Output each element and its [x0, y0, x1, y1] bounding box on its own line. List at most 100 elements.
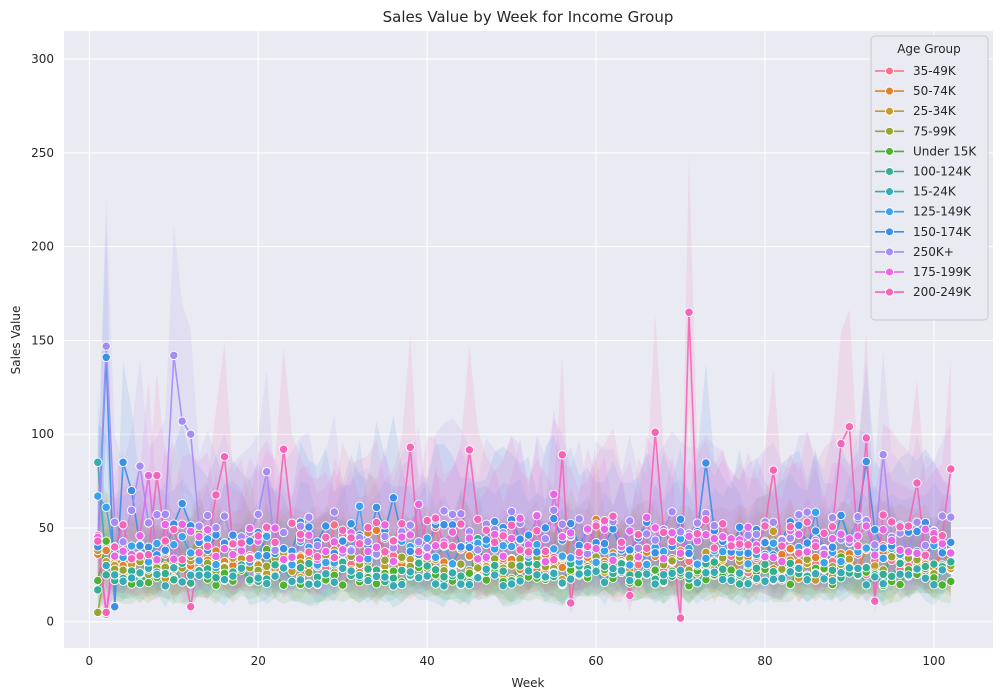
- data-point: [347, 547, 355, 555]
- data-point: [735, 580, 743, 588]
- data-point: [550, 506, 558, 514]
- data-point: [237, 564, 245, 572]
- data-point: [102, 537, 110, 545]
- data-point: [398, 580, 406, 588]
- data-point: [879, 544, 887, 552]
- data-point: [465, 534, 473, 542]
- data-point: [938, 540, 946, 548]
- data-point: [279, 564, 287, 572]
- data-point: [271, 546, 279, 554]
- data-point: [702, 569, 710, 577]
- data-point: [862, 564, 870, 572]
- data-point: [415, 538, 423, 546]
- data-point: [144, 551, 152, 559]
- data-point: [94, 492, 102, 500]
- data-point: [203, 571, 211, 579]
- data-point: [921, 525, 929, 533]
- data-point: [862, 522, 870, 530]
- data-point: [195, 571, 203, 579]
- data-point: [339, 581, 347, 589]
- data-point: [845, 564, 853, 572]
- data-point: [533, 571, 541, 579]
- data-point: [921, 562, 929, 570]
- data-point: [491, 561, 499, 569]
- data-point: [313, 553, 321, 561]
- data-point: [879, 580, 887, 588]
- data-point: [769, 518, 777, 526]
- data-point: [263, 468, 271, 476]
- data-point: [803, 518, 811, 526]
- data-point: [355, 571, 363, 579]
- data-point: [170, 564, 178, 572]
- data-point: [803, 548, 811, 556]
- data-point: [634, 570, 642, 578]
- data-point: [457, 560, 465, 568]
- data-point: [888, 553, 896, 561]
- data-point: [263, 562, 271, 570]
- data-point: [938, 532, 946, 540]
- data-point: [693, 519, 701, 527]
- data-point: [322, 558, 330, 566]
- data-point: [947, 549, 955, 557]
- data-point: [136, 462, 144, 470]
- data-point: [296, 530, 304, 538]
- data-point: [187, 603, 195, 611]
- y-tick-label: 250: [31, 146, 54, 160]
- data-point: [448, 510, 456, 518]
- data-point: [626, 546, 634, 554]
- legend-label: 125-149K: [913, 205, 972, 219]
- data-point: [507, 521, 515, 529]
- data-point: [854, 513, 862, 521]
- data-point: [786, 545, 794, 553]
- data-point: [415, 574, 423, 582]
- data-point: [811, 570, 819, 578]
- data-point: [651, 549, 659, 557]
- data-point: [237, 547, 245, 555]
- data-point: [491, 517, 499, 525]
- data-point: [600, 525, 608, 533]
- data-point: [431, 580, 439, 588]
- data-point: [643, 544, 651, 552]
- data-point: [305, 523, 313, 531]
- legend-label: 175-199K: [913, 265, 972, 279]
- data-point: [651, 428, 659, 436]
- data-point: [482, 576, 490, 584]
- data-point: [795, 521, 803, 529]
- data-point: [575, 515, 583, 523]
- data-point: [153, 511, 161, 519]
- data-point: [786, 568, 794, 576]
- data-point: [575, 570, 583, 578]
- legend-swatch-marker: [886, 107, 894, 115]
- data-point: [440, 507, 448, 515]
- data-point: [111, 552, 119, 560]
- data-point: [651, 536, 659, 544]
- data-point: [279, 545, 287, 553]
- data-point: [592, 567, 600, 575]
- data-point: [423, 562, 431, 570]
- data-point: [761, 538, 769, 546]
- legend-swatch-marker: [886, 268, 894, 276]
- data-point: [415, 500, 423, 508]
- data-point: [626, 517, 634, 525]
- data-point: [921, 574, 929, 582]
- data-point: [643, 513, 651, 521]
- data-point: [144, 578, 152, 586]
- data-point: [719, 533, 727, 541]
- data-point: [828, 543, 836, 551]
- data-point: [355, 555, 363, 563]
- data-point: [507, 580, 515, 588]
- legend-label: Under 15K: [913, 144, 977, 158]
- data-point: [533, 512, 541, 520]
- data-point: [339, 537, 347, 545]
- data-point: [811, 542, 819, 550]
- x-tick-label: 80: [757, 654, 772, 668]
- data-point: [626, 576, 634, 584]
- data-point: [119, 458, 127, 466]
- legend-label: 25-34K: [913, 104, 957, 118]
- data-point: [786, 534, 794, 542]
- data-point: [153, 556, 161, 564]
- data-point: [330, 578, 338, 586]
- data-point: [744, 580, 752, 588]
- data-point: [195, 549, 203, 557]
- x-tick-label: 100: [922, 654, 945, 668]
